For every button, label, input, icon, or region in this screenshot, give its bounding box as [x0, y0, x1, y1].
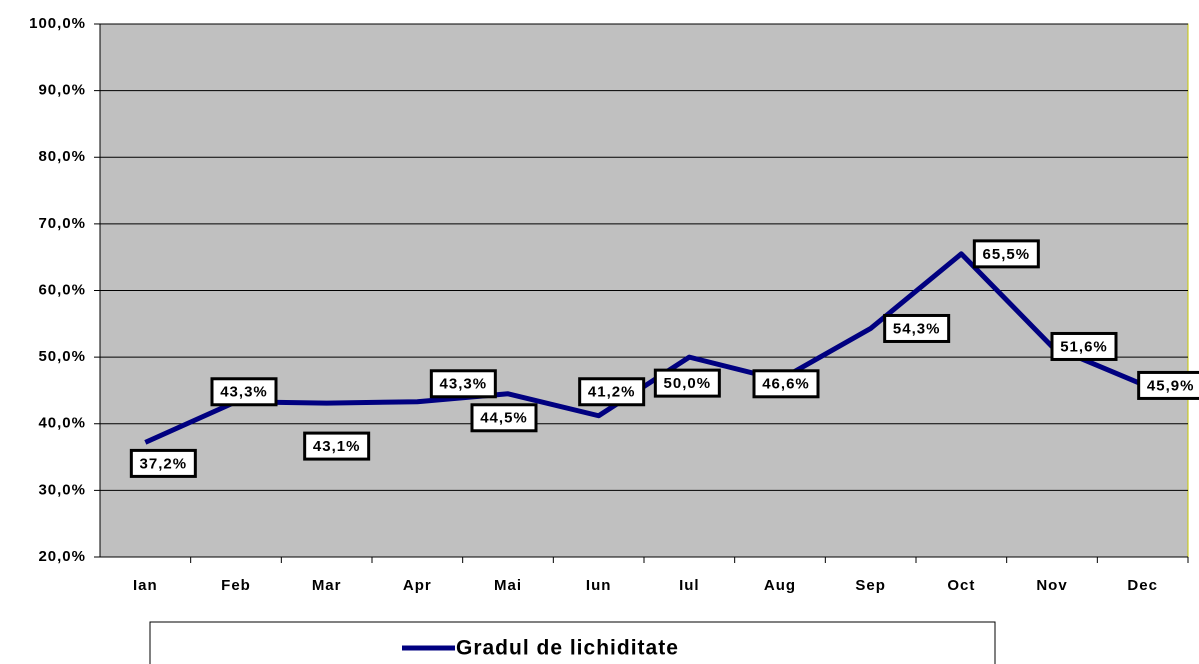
data-label: 50,0%	[664, 375, 712, 392]
data-label: 41,2%	[588, 384, 636, 401]
legend-label: Gradul de lichiditate	[456, 637, 679, 660]
y-tick-label: 50,0%	[38, 348, 86, 365]
x-tick-label: Nov	[1036, 577, 1067, 594]
y-tick-label: 20,0%	[38, 548, 86, 565]
data-label: 46,6%	[762, 376, 810, 393]
x-tick-label: Feb	[221, 577, 251, 594]
x-tick-label: Dec	[1127, 577, 1158, 594]
x-tick-label: Apr	[403, 577, 432, 594]
data-label-box	[470, 403, 538, 433]
y-tick-label: 90,0%	[38, 82, 86, 99]
x-tick-label: Sep	[855, 577, 886, 594]
y-tick-label: 100,0%	[29, 15, 86, 32]
data-label-box	[210, 377, 278, 407]
data-label-box	[129, 448, 197, 478]
data-label: 44,5%	[480, 410, 528, 427]
legend-box	[149, 621, 996, 664]
y-tick-label: 60,0%	[38, 281, 86, 298]
x-tick-label: Oct	[947, 577, 975, 594]
data-label: 43,1%	[313, 438, 361, 455]
data-label-box	[883, 313, 951, 343]
y-tick-label: 30,0%	[38, 481, 86, 498]
data-label: 43,3%	[440, 376, 488, 393]
data-label-box	[752, 369, 820, 399]
x-tick-label: Iul	[679, 577, 700, 594]
x-tick-label: Iun	[586, 577, 612, 594]
x-tick-label: Mai	[494, 577, 522, 594]
data-label: 43,3%	[220, 384, 268, 401]
data-label-box	[972, 239, 1040, 269]
data-label: 54,3%	[893, 320, 941, 337]
y-tick-label: 70,0%	[38, 215, 86, 232]
data-label-box	[653, 368, 721, 398]
x-tick-label: Ian	[133, 577, 158, 594]
data-label: 37,2%	[140, 455, 188, 472]
data-label: 65,5%	[983, 246, 1031, 263]
data-label: 51,6%	[1060, 338, 1108, 355]
data-label-box	[1137, 370, 1199, 400]
data-label-box	[303, 431, 371, 461]
x-tick-label: Mar	[312, 577, 342, 594]
y-tick-label: 80,0%	[38, 148, 86, 165]
data-label-box	[1050, 331, 1118, 361]
data-label-box	[429, 369, 497, 399]
y-tick-label: 40,0%	[38, 415, 86, 432]
x-tick-label: Aug	[764, 577, 796, 594]
data-label: 45,9%	[1147, 377, 1195, 394]
data-label-box	[578, 377, 646, 407]
